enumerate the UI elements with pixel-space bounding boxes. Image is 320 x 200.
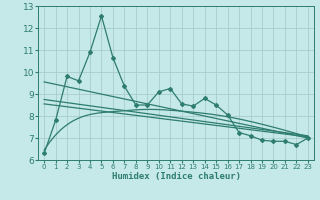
- X-axis label: Humidex (Indice chaleur): Humidex (Indice chaleur): [111, 172, 241, 181]
